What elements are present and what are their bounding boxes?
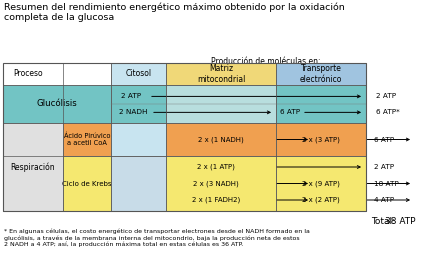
Text: Resumen del rendimiento energético máximo obtenido por la oxidación
completa de : Resumen del rendimiento energético máxim…	[4, 2, 345, 22]
Text: * En algunas células, el costo energético de transportar electrones desde el NAD: * En algunas células, el costo energétic…	[4, 229, 310, 247]
Bar	[276, 156, 366, 211]
Text: Respiración: Respiración	[11, 162, 55, 172]
Bar	[166, 63, 276, 85]
Text: 2 x (3 ATP): 2 x (3 ATP)	[302, 136, 340, 143]
Bar	[3, 123, 63, 211]
Text: Citosol: Citosol	[125, 69, 152, 79]
Bar	[166, 156, 276, 211]
Bar	[276, 63, 366, 85]
Text: 2 x (3 NADH): 2 x (3 NADH)	[193, 180, 239, 187]
Text: Proceso: Proceso	[13, 69, 43, 79]
Text: 2 ATP: 2 ATP	[121, 93, 141, 99]
Bar	[166, 123, 276, 156]
Text: 2 x (2 ATP): 2 x (2 ATP)	[302, 197, 340, 203]
Bar	[111, 85, 166, 123]
Text: Transporte
electrónico: Transporte electrónico	[300, 64, 342, 84]
Bar	[276, 123, 366, 156]
Text: Glucólisis: Glucólisis	[37, 99, 77, 108]
Bar	[3, 85, 111, 123]
Text: Ciclo de Krebs: Ciclo de Krebs	[62, 180, 112, 186]
Text: 18 ATP: 18 ATP	[374, 180, 398, 186]
Text: 2 x (1 FADH2): 2 x (1 FADH2)	[192, 197, 240, 203]
Text: Producción de moléculas en:: Producción de moléculas en:	[211, 57, 321, 66]
Text: 2 NADH: 2 NADH	[119, 109, 147, 115]
Text: 6 ATP*: 6 ATP*	[376, 109, 400, 115]
Bar	[111, 156, 166, 211]
Bar	[63, 156, 111, 211]
Text: 2 ATP: 2 ATP	[374, 164, 394, 170]
Bar	[166, 85, 276, 123]
Bar	[111, 123, 166, 156]
Text: 6 ATP: 6 ATP	[280, 109, 300, 115]
Text: 2 x (9 ATP): 2 x (9 ATP)	[302, 180, 340, 187]
Bar	[276, 85, 366, 123]
Text: 38 ATP: 38 ATP	[386, 217, 416, 225]
Text: 2 ATP: 2 ATP	[376, 93, 396, 99]
Text: 2 x (1 NADH): 2 x (1 NADH)	[198, 136, 244, 143]
Text: 6 ATP: 6 ATP	[374, 137, 394, 143]
Text: Total:: Total:	[371, 217, 395, 225]
Text: Matriz
mitocondrial: Matriz mitocondrial	[197, 64, 245, 84]
Bar	[3, 63, 366, 211]
Text: Ácido Pirúvico
a acetil CoA: Ácido Pirúvico a acetil CoA	[64, 133, 110, 146]
Bar	[111, 63, 166, 85]
Bar	[63, 123, 111, 156]
Text: 2 x (1 ATP): 2 x (1 ATP)	[197, 164, 235, 170]
Text: 4 ATP: 4 ATP	[374, 197, 394, 203]
